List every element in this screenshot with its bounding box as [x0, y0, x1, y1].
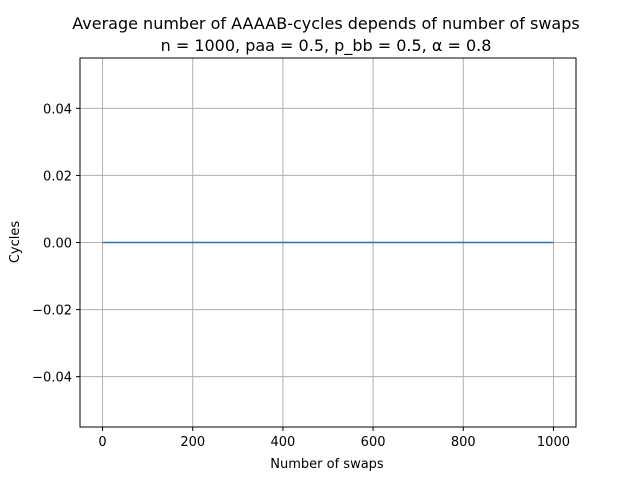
x-tick-label: 200: [180, 435, 205, 450]
y-axis-label: Cycles: [8, 221, 23, 264]
x-tick-label: 400: [270, 435, 295, 450]
chart-title: Average number of AAAAB-cycles depends o…: [72, 14, 579, 33]
y-tick-label: −0.02: [32, 304, 72, 319]
x-axis-ticks: 0 200 400 600 800 1000: [98, 427, 570, 450]
y-tick-label: 0.02: [43, 169, 72, 184]
y-axis-ticks: −0.04 −0.02 0.00 0.02 0.04: [32, 102, 80, 386]
y-tick-label: 0.00: [43, 237, 72, 252]
x-tick-label: 600: [361, 435, 386, 450]
x-axis-label: Number of swaps: [270, 457, 384, 472]
y-tick-label: 0.04: [43, 102, 72, 117]
x-tick-label: 1000: [537, 435, 570, 450]
x-tick-label: 0: [98, 435, 106, 450]
y-tick-label: −0.04: [32, 371, 72, 386]
x-tick-label: 800: [451, 435, 476, 450]
chart-subtitle: n = 1000, paa = 0.5, p_bb = 0.5, α = 0.8: [161, 36, 492, 56]
